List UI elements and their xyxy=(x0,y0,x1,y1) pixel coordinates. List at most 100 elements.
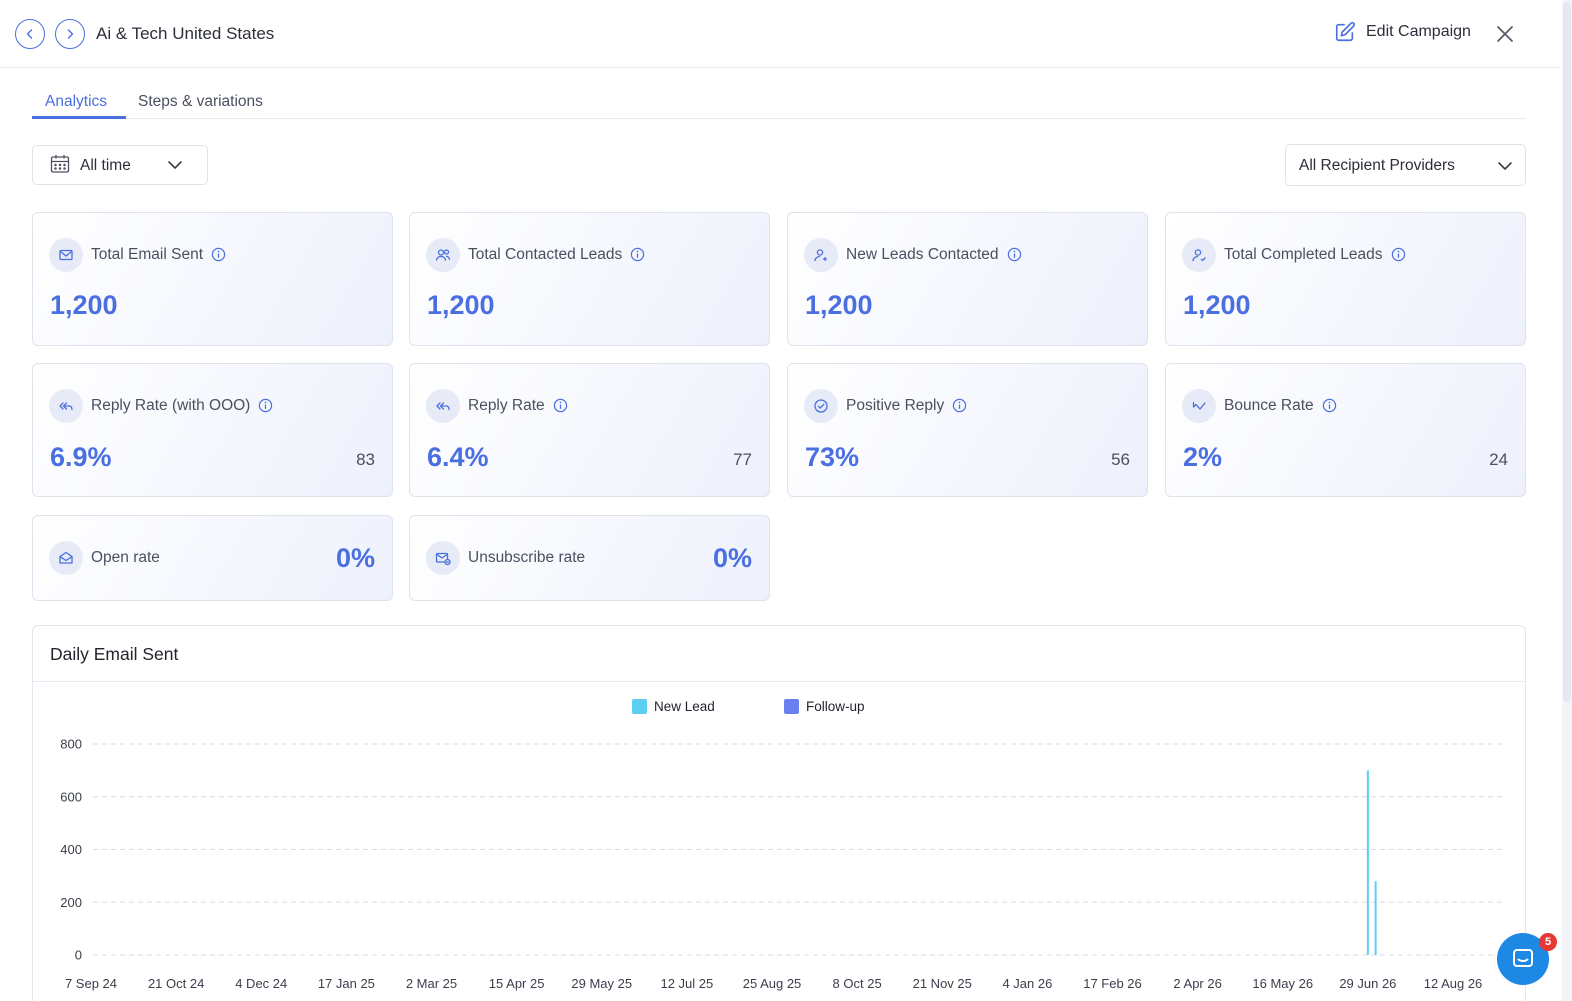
tab-analytics[interactable]: Analytics xyxy=(45,93,108,110)
stat-card-total-contacted-leads: Total Contacted Leads 1,200 xyxy=(409,212,770,346)
stat-value: 6.9% xyxy=(50,442,112,472)
stat-value: 1,200 xyxy=(805,290,873,320)
provider-select[interactable]: All Recipient Providers xyxy=(1285,144,1526,186)
x-tick-label: 12 Jul 25 xyxy=(660,976,713,991)
stat-value: 1,200 xyxy=(50,290,118,320)
x-tick-label: 15 Apr 25 xyxy=(489,976,545,991)
chevron-left-icon xyxy=(26,29,33,39)
chat-notification-badge: 5 xyxy=(1539,933,1557,951)
user-plus-icon xyxy=(804,238,838,272)
check-circle-icon xyxy=(804,389,838,423)
x-tick-label: 2 Apr 26 xyxy=(1173,976,1221,991)
x-tick-label: 4 Jan 26 xyxy=(1002,976,1052,991)
x-tick-label: 4 Dec 24 xyxy=(235,976,287,991)
info-icon[interactable] xyxy=(952,398,967,413)
chevron-right-icon xyxy=(67,29,74,39)
page-scrollbar[interactable] xyxy=(1562,0,1572,1001)
scrollbar-thumb[interactable] xyxy=(1563,2,1571,702)
info-icon[interactable] xyxy=(1007,247,1022,262)
y-tick-label: 200 xyxy=(60,895,82,910)
edit-campaign-button[interactable]: Edit Campaign xyxy=(1334,21,1471,43)
stat-card-reply-rate-ooo: Reply Rate (with OOO) 6.9% 83 xyxy=(32,363,393,497)
close-icon[interactable] xyxy=(1494,23,1516,45)
envelope-icon xyxy=(49,238,83,272)
y-tick-label: 400 xyxy=(60,842,82,857)
stat-card-total-email-sent: Total Email Sent 1,200 xyxy=(32,212,393,346)
stat-value: 1,200 xyxy=(1183,290,1251,320)
legend-new-lead[interactable]: New Lead xyxy=(632,699,715,714)
y-tick-label: 600 xyxy=(60,789,82,804)
edit-icon xyxy=(1335,21,1356,42)
users-icon xyxy=(426,238,460,272)
x-tick-label: 25 Aug 25 xyxy=(743,976,802,991)
x-tick-label: 21 Oct 24 xyxy=(148,976,204,991)
x-tick-label: 7 Sep 24 xyxy=(65,976,117,991)
reply-all-icon xyxy=(426,389,460,423)
stat-count: 24 xyxy=(1489,450,1508,469)
bar-new-lead[interactable] xyxy=(1366,770,1369,955)
stat-value: 1,200 xyxy=(427,290,495,320)
stat-count: 77 xyxy=(733,450,752,469)
time-range-value: All time xyxy=(80,157,131,174)
stat-value: 2% xyxy=(1183,442,1223,472)
stat-value: 6.4% xyxy=(427,442,489,472)
daily-email-chart-panel: Daily Email Sent New Lead Follow-up 0 200… xyxy=(32,625,1526,1001)
user-check-icon xyxy=(1182,238,1216,272)
bar-new-lead[interactable] xyxy=(1374,881,1377,955)
x-tick-label: 8 Oct 25 xyxy=(833,976,882,991)
info-icon[interactable] xyxy=(553,398,568,413)
back-button[interactable] xyxy=(15,19,45,49)
legend-swatch xyxy=(784,699,799,714)
campaign-title: Ai & Tech United States xyxy=(96,24,275,43)
edit-campaign-label: Edit Campaign xyxy=(1366,23,1471,40)
time-range-select[interactable]: All time xyxy=(32,145,208,185)
stat-count: 56 xyxy=(1111,450,1130,469)
active-tab-indicator xyxy=(32,116,126,119)
chart-plot: 0 200 400 600 800 7 Sep 24 21 Oct 24 4 Dec 24 17… xyxy=(60,737,1506,991)
stat-label: Unsubscribe rate xyxy=(468,549,586,566)
stat-card-total-completed-leads: Total Completed Leads 1,200 xyxy=(1165,212,1526,346)
legend-label: Follow-up xyxy=(806,699,865,714)
stat-label: Reply Rate (with OOO) xyxy=(91,397,251,414)
chart-divider xyxy=(33,681,1525,682)
chat-launcher-button[interactable] xyxy=(1497,933,1549,985)
stat-label: Reply Rate xyxy=(468,397,545,414)
reply-all-icon xyxy=(49,389,83,423)
stat-card-unsubscribe-rate: Unsubscribe rate 0% xyxy=(409,515,770,601)
stat-card-open-rate: Open rate 0% xyxy=(32,515,393,601)
info-icon[interactable] xyxy=(1322,398,1337,413)
x-tick-label: 17 Jan 25 xyxy=(318,976,375,991)
chevron-down-icon xyxy=(1498,162,1512,170)
info-icon[interactable] xyxy=(630,247,645,262)
calendar-icon xyxy=(50,155,70,173)
x-tick-label: 29 Jun 26 xyxy=(1339,976,1396,991)
legend-label: New Lead xyxy=(654,699,715,714)
stat-value: 0% xyxy=(335,543,375,573)
stat-value: 0% xyxy=(712,543,752,573)
x-tick-label: 16 May 26 xyxy=(1252,976,1313,991)
stat-label: Positive Reply xyxy=(846,397,945,414)
mail-unsubscribe-icon xyxy=(426,541,460,575)
tab-steps-variations[interactable]: Steps & variations xyxy=(138,93,263,110)
x-tick-label: 17 Feb 26 xyxy=(1083,976,1142,991)
x-tick-label: 29 May 25 xyxy=(571,976,632,991)
y-tick-label: 0 xyxy=(75,948,82,963)
legend-swatch xyxy=(632,699,647,714)
stat-count: 83 xyxy=(356,450,375,469)
info-icon[interactable] xyxy=(211,247,226,262)
y-tick-label: 800 xyxy=(60,737,82,752)
forward-button[interactable] xyxy=(55,19,85,49)
stat-card-reply-rate: Reply Rate 6.4% 77 xyxy=(409,363,770,497)
info-icon[interactable] xyxy=(1391,247,1406,262)
stat-label: Total Email Sent xyxy=(91,246,203,263)
x-tick-label: 2 Mar 25 xyxy=(406,976,457,991)
chat-icon xyxy=(1513,949,1533,967)
stat-label: Total Completed Leads xyxy=(1224,246,1383,263)
legend-follow-up[interactable]: Follow-up xyxy=(784,699,865,714)
provider-value: All Recipient Providers xyxy=(1299,157,1455,174)
tab-bar: Analytics Steps & variations xyxy=(32,80,1526,119)
bounce-icon xyxy=(1182,389,1216,423)
stat-label: Total Contacted Leads xyxy=(468,246,623,263)
info-icon[interactable] xyxy=(258,398,273,413)
